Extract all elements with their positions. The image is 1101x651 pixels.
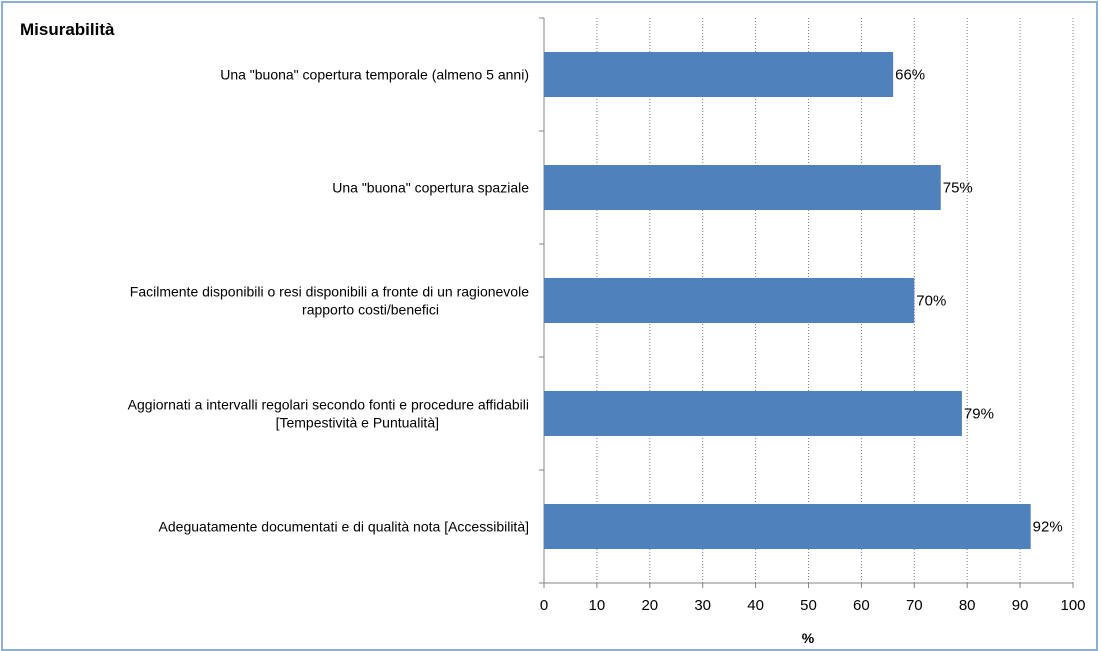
- data-label: 70%: [916, 293, 946, 310]
- bar: [544, 391, 962, 436]
- category-label: Una "buona" copertura temporale (almeno …: [220, 67, 529, 83]
- bar: [544, 52, 894, 97]
- x-tick-label: 0: [540, 597, 548, 614]
- chart-title: Misurabilità: [20, 20, 115, 39]
- category-label: Facilmente disponibili o resi disponibil…: [130, 284, 529, 318]
- data-label: 92%: [1033, 519, 1063, 536]
- data-label: 66%: [895, 67, 925, 84]
- category-label: Una "buona" copertura spaziale: [332, 180, 529, 196]
- x-tick-label: 80: [959, 597, 976, 614]
- x-tick-label: 30: [694, 597, 711, 614]
- x-tick-label: 20: [641, 597, 658, 614]
- bar: [544, 504, 1031, 549]
- data-label: 75%: [943, 180, 973, 197]
- x-tick-label: 50: [800, 597, 817, 614]
- x-tick-label: 40: [747, 597, 764, 614]
- category-label: Aggiornati a intervalli regolari secondo…: [128, 397, 529, 431]
- x-axis-title: %: [802, 630, 815, 646]
- x-tick-label: 10: [589, 597, 606, 614]
- labels: 0 10 20 30 40 50 60 70 80 90 100 66% Una "buona" cop…: [128, 67, 1086, 615]
- data-label: 79%: [964, 406, 994, 423]
- bar: [544, 165, 941, 210]
- x-tick-label: 70: [906, 597, 923, 614]
- x-tick-label: 90: [1012, 597, 1029, 614]
- x-tick-label: 100: [1060, 597, 1085, 614]
- category-label: Adeguatamente documentati e di qualità n…: [159, 519, 529, 535]
- x-tick-label: 60: [853, 597, 870, 614]
- bars: [544, 52, 1031, 549]
- bar: [544, 278, 915, 323]
